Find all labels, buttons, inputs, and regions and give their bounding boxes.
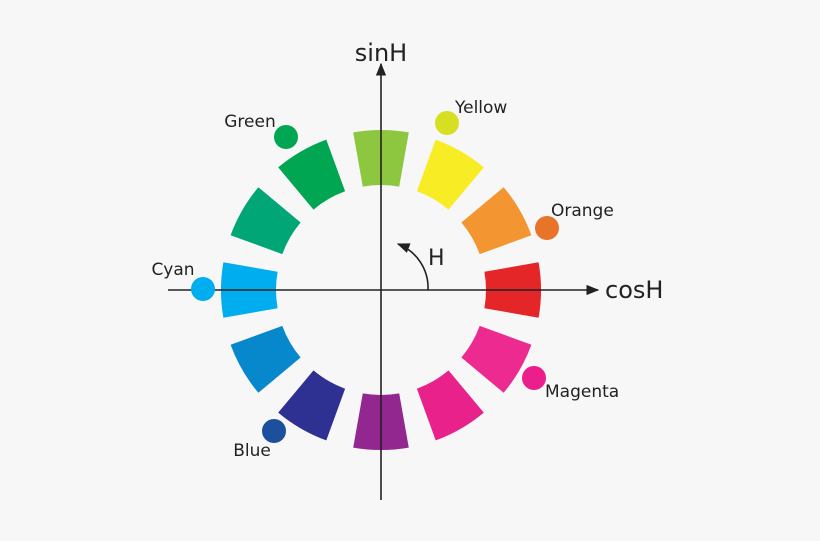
label: Cyan — [151, 260, 194, 280]
angle-arc — [396, 243, 429, 291]
dot — [522, 366, 546, 390]
hue-segment — [461, 325, 532, 393]
dot — [262, 419, 286, 443]
label: Blue — [233, 441, 271, 461]
label: Green — [224, 112, 275, 132]
cos-label: cosH — [605, 276, 663, 304]
hue-segment — [416, 370, 484, 441]
hue-segment — [416, 139, 484, 210]
hue-segment — [278, 139, 346, 210]
angle-label: H — [428, 246, 445, 271]
dot — [274, 125, 298, 149]
dot — [435, 111, 459, 135]
label: Magenta — [545, 382, 619, 402]
sin-label: sinH — [355, 39, 407, 67]
dot — [535, 216, 559, 240]
label: Orange — [551, 201, 614, 221]
hue-segments — [220, 129, 542, 451]
hue-segment — [230, 187, 301, 255]
hue-segment — [278, 370, 346, 441]
dot — [191, 277, 215, 301]
label: Yellow — [454, 98, 507, 118]
hue-segment — [230, 325, 301, 393]
hue-segment — [461, 187, 532, 255]
